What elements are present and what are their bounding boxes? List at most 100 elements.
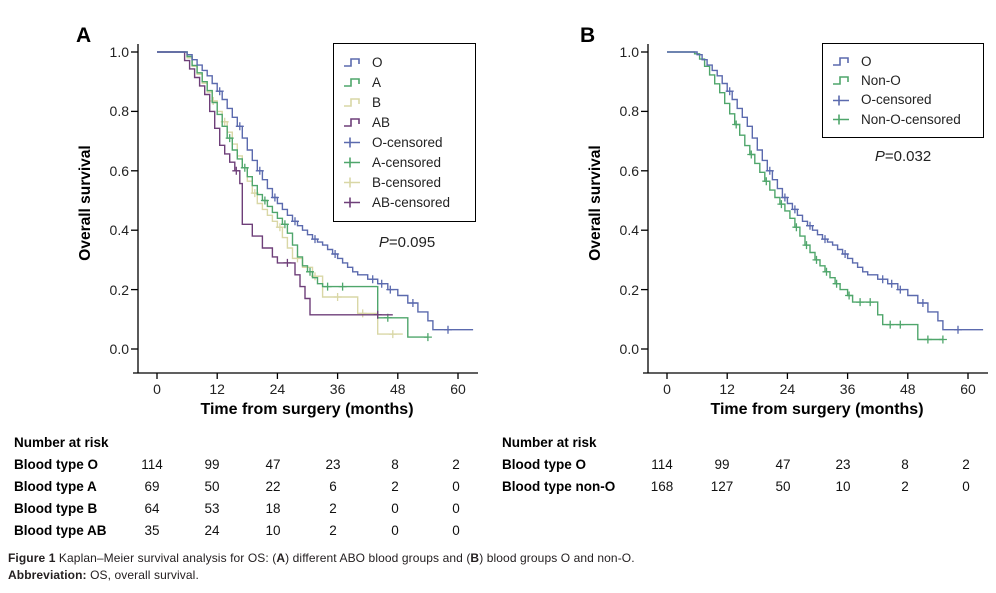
km-curve [878, 275, 887, 284]
km-curve [255, 166, 264, 175]
censor-plus-icon [343, 196, 365, 209]
km-curve [725, 87, 734, 96]
risk-row-label-o: Blood type O [502, 457, 586, 472]
panel-a-x-axis-title: Time from surgery (months) [200, 401, 414, 418]
legend-item-non-o: Non-O [832, 74, 974, 88]
km-curve [270, 193, 279, 202]
risk-count: 47 [265, 457, 281, 472]
p-number: =0.095 [388, 234, 436, 251]
legend-label: AB-censored [372, 194, 451, 210]
y-tick-label: 0.6 [619, 162, 639, 179]
caption-bold-b: B [470, 551, 480, 565]
km-curve [260, 196, 269, 205]
y-tick-label: 0.4 [109, 222, 129, 239]
legend-item-b: B [343, 96, 466, 110]
legend-label: O [372, 54, 383, 70]
p-value-panel-a: P=0.095 [337, 234, 477, 251]
risk-count: 0 [962, 479, 970, 494]
km-curve [408, 299, 417, 307]
legend-label: A [372, 74, 382, 90]
censor-plus-icon [343, 156, 365, 169]
x-tick-label: 24 [269, 381, 286, 397]
km-curve [338, 282, 347, 291]
km-curve [765, 166, 774, 175]
caption-text: Kaplan–Meier survival analysis for OS: ( [58, 551, 277, 565]
risk-count: 64 [144, 501, 160, 516]
legend-panel-b: O Non-O O-censored Non-O-censored [822, 43, 984, 138]
km-step-icon [343, 56, 365, 69]
y-tick-label: 0.4 [619, 222, 639, 239]
km-curve [377, 279, 386, 288]
censor-plus-icon [343, 136, 365, 149]
figure-caption-line2: Abbreviation: OS, overall survival. [8, 568, 199, 582]
legend-label: AB [372, 114, 391, 130]
legend-item-non-o-censored: Non-O-censored [832, 113, 974, 127]
legend-item-o-censored: O-censored [832, 93, 974, 107]
km-curve [133, 44, 478, 374]
km-curve [291, 217, 299, 226]
legend-item-o: O [343, 56, 466, 70]
risk-count: 114 [651, 457, 673, 472]
legend-item-ab-censored: AB-censored [343, 196, 466, 210]
risk-count: 8 [901, 457, 909, 472]
risk-count: 2 [962, 457, 970, 472]
x-tick-label: 36 [329, 381, 346, 397]
risk-count: 2 [452, 457, 460, 472]
legend-item-ab: AB [343, 116, 466, 130]
km-curve [821, 235, 829, 244]
caption-text: ) different ABO blood groups and ( [285, 551, 471, 565]
risk-row-label-ab: Blood type AB [14, 523, 107, 538]
risk-table-b-header: Number at risk [502, 435, 597, 450]
risk-count: 99 [714, 457, 730, 472]
risk-table-a-header: Number at risk [14, 435, 109, 450]
km-curve [358, 309, 367, 318]
legend-item-o: O [832, 55, 974, 69]
y-tick-label: 0.2 [619, 281, 639, 298]
legend-label: O-censored [372, 134, 443, 150]
km-curve [283, 258, 292, 267]
legend-panel-a: O A B AB O-censored A-censored B-censore… [333, 43, 476, 222]
p-symbol: P [378, 234, 389, 251]
risk-count: 10 [265, 523, 281, 538]
km-curve [368, 275, 377, 284]
p-number: =0.032 [884, 148, 932, 165]
y-tick-label: 0.0 [619, 341, 639, 357]
km-curve [790, 205, 799, 214]
x-tick-label: 24 [779, 381, 796, 397]
risk-count: 0 [391, 501, 399, 516]
km-curve [209, 97, 218, 105]
km-curve [954, 325, 962, 334]
km-curve [780, 193, 789, 202]
caption-text: OS, overall survival. [90, 568, 199, 582]
km-curve [896, 285, 905, 294]
km-curve [444, 325, 452, 334]
y-tick-label: 0.0 [109, 341, 129, 357]
risk-count: 127 [710, 479, 734, 494]
risk-count: 0 [452, 523, 460, 538]
caption-text: ) blood groups O and non-O. [479, 551, 635, 565]
risk-count: 10 [835, 479, 851, 494]
risk-row-label-non-o: Blood type non-O [502, 479, 616, 494]
x-tick-label: 36 [839, 381, 856, 397]
km-curve [812, 255, 821, 264]
legend-label: O-censored [861, 92, 932, 108]
risk-count: 18 [265, 501, 281, 516]
km-curve [923, 335, 932, 344]
km-curve [918, 299, 927, 307]
risk-count: 50 [775, 479, 791, 494]
risk-count: 35 [144, 523, 160, 538]
x-tick-label: 48 [900, 381, 916, 397]
risk-row-label-b: Blood type B [14, 501, 98, 516]
caption-bold-a: A [276, 551, 286, 565]
km-curve [232, 166, 241, 175]
risk-count: 99 [204, 457, 220, 472]
risk-count: 23 [325, 457, 341, 472]
y-tick-label: 0.6 [109, 162, 129, 179]
risk-count: 47 [775, 457, 791, 472]
km-curve [806, 221, 814, 230]
km-curve [306, 267, 314, 276]
risk-row-label-o: Blood type O [14, 457, 98, 472]
km-curve [373, 310, 382, 319]
